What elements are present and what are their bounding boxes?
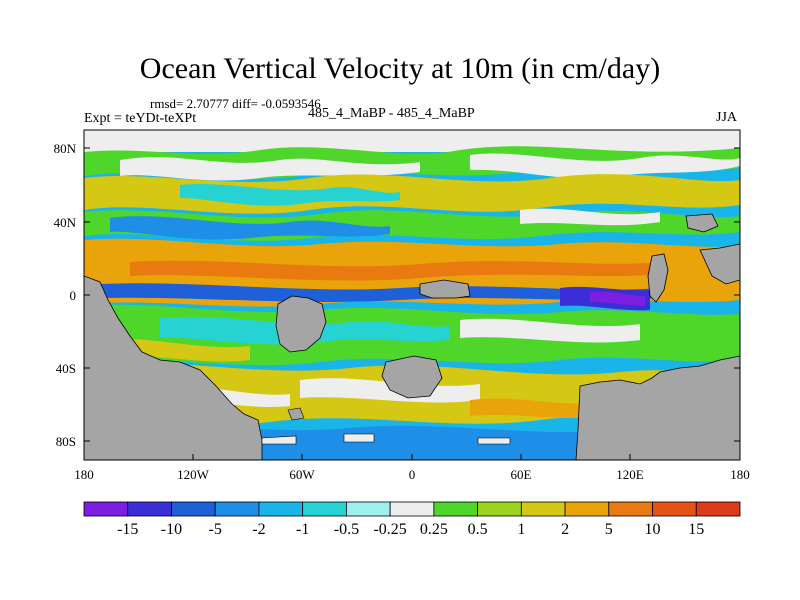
map-title: Ocean Vertical Velocity at 10m (in cm/da…	[139, 52, 661, 85]
colorbar-swatch	[389, 501, 435, 517]
colorbar-label: -1	[296, 521, 309, 538]
small-island-1	[287, 407, 305, 421]
x-tick-label: 120E	[616, 467, 644, 482]
asia-landmass	[685, 213, 719, 233]
x-tick-label: 0	[409, 467, 416, 482]
statistics-text: rmsd= 2.70777 diff= -0.0593546	[150, 96, 321, 111]
y-axis: 80N 40N 0 40S 80S	[54, 141, 740, 449]
colorbar-label: 15	[688, 521, 704, 538]
colorbar-swatch	[695, 501, 741, 517]
y-tick-label: 40N	[54, 215, 77, 230]
y-tick-label: 80S	[56, 434, 76, 449]
colorbar-swatch	[302, 501, 347, 517]
colorbar-label: 0.25	[420, 521, 448, 538]
colorbar-label: -0.5	[334, 521, 359, 538]
colorbar-swatch	[564, 501, 610, 517]
ice-shelf-3	[477, 437, 511, 445]
ice-shelf-2	[343, 433, 375, 443]
colorbar-swatch	[433, 501, 479, 517]
colorbar-swatch	[171, 501, 216, 517]
white-patch-2	[470, 153, 740, 179]
colorbar-swatch	[258, 501, 304, 517]
colorbar-label: 5	[605, 521, 613, 538]
southern-orange-patch	[470, 398, 600, 418]
south-america-landmass	[275, 295, 327, 353]
colorbar-swatch	[477, 501, 522, 517]
y-tick-label: 40S	[56, 361, 76, 376]
experiment-label: Expt = teYDt-teXPt	[84, 111, 197, 126]
equatorial-upwelling-violet	[590, 291, 645, 306]
x-tick-label: 120W	[177, 467, 210, 482]
colorbar-label: -15	[117, 521, 138, 538]
colorbar-swatch	[345, 501, 391, 517]
y-tick-label: 80N	[54, 141, 77, 156]
colorbar-swatch	[608, 501, 653, 517]
colorbar-swatch	[652, 501, 697, 517]
nh-cyan-streak	[180, 184, 400, 206]
gulf-landmass	[419, 279, 471, 299]
africa-southern-landmass	[381, 355, 443, 399]
map-field	[84, 130, 740, 460]
white-patch-3	[520, 208, 660, 226]
pacific-landmass	[699, 243, 740, 285]
island-landmass-1	[647, 253, 669, 303]
season-label: JJA	[716, 110, 738, 125]
x-tick-label: 180	[730, 467, 750, 482]
sh-white-patch	[460, 318, 640, 343]
colorbar-label: -2	[252, 521, 265, 538]
equatorial-upwelling-blue	[100, 283, 660, 302]
y-tick-label: 0	[70, 288, 77, 303]
colorbar-swatch	[127, 501, 172, 517]
x-tick-label: 180	[74, 467, 94, 482]
australia-antarctica-landmass	[575, 355, 740, 460]
colorbar-label: 2	[561, 521, 569, 538]
colorbar-swatch	[520, 501, 566, 517]
case-label: 485_4_MaBP - 485_4_MaBP	[308, 106, 475, 121]
nh-blue-streak	[110, 216, 390, 240]
x-tick-label: 60E	[511, 467, 532, 482]
white-patch-1	[120, 157, 420, 181]
x-tick-label: 60W	[289, 467, 315, 482]
colorbar-swatch	[83, 501, 129, 517]
americas-landmass	[84, 275, 263, 460]
ice-shelf-1	[261, 435, 297, 445]
colorbar-label: -10	[161, 521, 182, 538]
colorbar-label: -0.25	[373, 521, 406, 538]
colorbar-label: 0.5	[468, 521, 488, 538]
colorbar-label: 1	[517, 521, 525, 538]
colorbar-label: -5	[209, 521, 222, 538]
equatorial-band-red	[130, 260, 660, 281]
colorbar-swatch	[214, 501, 260, 517]
colorbar-label: 10	[645, 521, 661, 538]
colorbar: -15 -10 -5 -2 -1 -0.5 -0.25 0.25 0.5 1 2 5 10 15	[83, 501, 741, 538]
polar-ice-band	[84, 130, 740, 152]
x-axis: 180 120W 60W 0 60E 120E 180	[74, 454, 750, 482]
